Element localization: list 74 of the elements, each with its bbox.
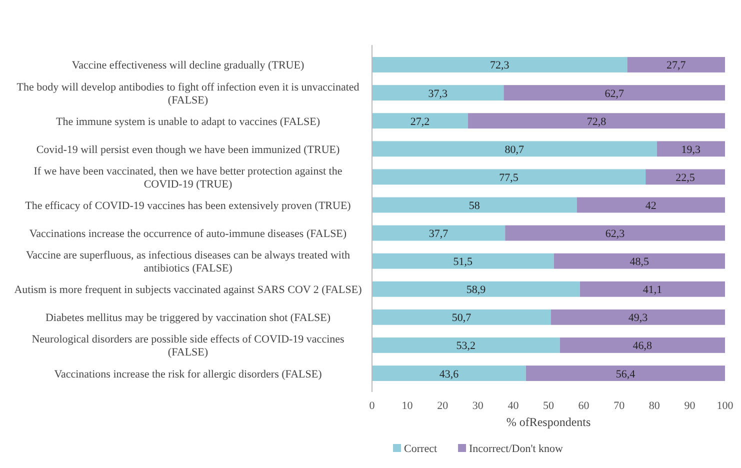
data-label: 62,7 — [604, 88, 624, 100]
x-tick-label: 10 — [402, 400, 414, 412]
bar — [526, 366, 725, 381]
y-tick-label: If we have been vaccinated, then we have better protection against the COVID-19 (TRUE) — [34, 165, 342, 190]
data-label: 58 — [468, 200, 480, 212]
y-tick-label: Autism is more frequent in subjects vaccinated against SARS COV 2 (FALSE) — [14, 284, 362, 296]
y-tick-label: Vaccine are superfluous, as infectious diseases can be always treated with antibiotics (FALSE) — [26, 250, 351, 275]
y-tick-label: Neurological disorders are possible side effects of COVID-19 vaccines (FALSE) — [32, 334, 344, 359]
y-tick-label: The efficacy of COVID-19 vaccines has been extensively proven (TRUE) — [25, 200, 352, 212]
bar — [505, 225, 725, 241]
data-label: 58,9 — [466, 284, 486, 296]
bar — [372, 225, 506, 241]
data-label: 27,2 — [410, 116, 430, 128]
x-tick-label: 70 — [614, 400, 626, 412]
data-label: 43,6 — [439, 368, 460, 380]
y-tick-label: Vaccinations increase the occurrence of auto-immune diseases (FALSE) — [29, 228, 347, 240]
bar — [656, 141, 725, 157]
bar — [372, 309, 551, 325]
data-label: 49,3 — [628, 312, 648, 324]
legend-label: Incorrect/Don't know — [469, 443, 564, 455]
data-label: 37,7 — [428, 228, 449, 240]
bar — [580, 281, 725, 297]
bar — [554, 253, 725, 269]
data-label: 48,5 — [630, 256, 650, 268]
bar — [627, 57, 725, 72]
x-tick-label: 80 — [648, 400, 660, 412]
data-label: 72,3 — [490, 60, 510, 72]
bar — [372, 57, 628, 72]
bar — [372, 253, 554, 269]
y-tick-label: Vaccinations increase the risk for allergic disorders (FALSE) — [54, 368, 322, 380]
data-label: 53,2 — [456, 340, 476, 352]
bar — [550, 309, 725, 325]
y-tick-label: The immune system is unable to adapt to vaccines (FALSE) — [56, 116, 320, 128]
y-tick-label: Covid-19 will persist even though we have been immunized (TRUE) — [36, 144, 340, 156]
x-tick-label: 20 — [437, 400, 449, 412]
x-tick-label: 30 — [472, 400, 484, 412]
data-label: 22,5 — [676, 172, 696, 184]
bar — [372, 338, 560, 353]
legend-label: Correct — [404, 443, 438, 455]
data-label: 50,7 — [452, 312, 472, 324]
x-tick-label: 100 — [716, 400, 734, 412]
y-tick-label: The body will develop antibodies to fight off infection even it is unvaccinated (FALSE) — [16, 81, 360, 106]
data-label: 62,3 — [605, 228, 626, 240]
x-tick-label: 90 — [684, 400, 696, 412]
data-label: 37,3 — [428, 88, 448, 100]
data-label: 56,4 — [616, 368, 636, 380]
bar — [560, 338, 725, 353]
bar — [372, 85, 504, 100]
data-label: 80,7 — [504, 144, 525, 156]
x-tick-label: 40 — [508, 400, 520, 412]
bar — [646, 169, 725, 185]
bar — [372, 366, 526, 381]
bar — [576, 197, 725, 213]
data-label: 27,7 — [666, 60, 686, 72]
bar — [372, 281, 580, 297]
x-axis-title: % ofRespondents — [506, 415, 591, 429]
x-tick-label: 60 — [578, 400, 590, 412]
y-tick-label: Vaccine effectiveness will decline gradually (TRUE) — [72, 60, 304, 72]
x-tick-label: 0 — [369, 400, 376, 412]
bar — [372, 197, 577, 213]
data-label: 77,5 — [499, 172, 519, 184]
data-label: 41,1 — [642, 284, 662, 296]
bar — [372, 141, 657, 157]
y-tick-label: Diabetes mellitus may be triggered by vaccination shot (FALSE) — [45, 312, 331, 324]
data-label: 72,8 — [586, 116, 607, 128]
data-label: 19,3 — [681, 144, 702, 156]
data-label: 42 — [645, 200, 656, 212]
data-label: 46,8 — [632, 340, 653, 352]
bar — [372, 169, 646, 185]
bar — [468, 113, 725, 129]
x-tick-label: 50 — [543, 400, 554, 412]
bar — [372, 113, 468, 129]
bar — [504, 85, 725, 100]
data-label: 51,5 — [453, 256, 474, 268]
